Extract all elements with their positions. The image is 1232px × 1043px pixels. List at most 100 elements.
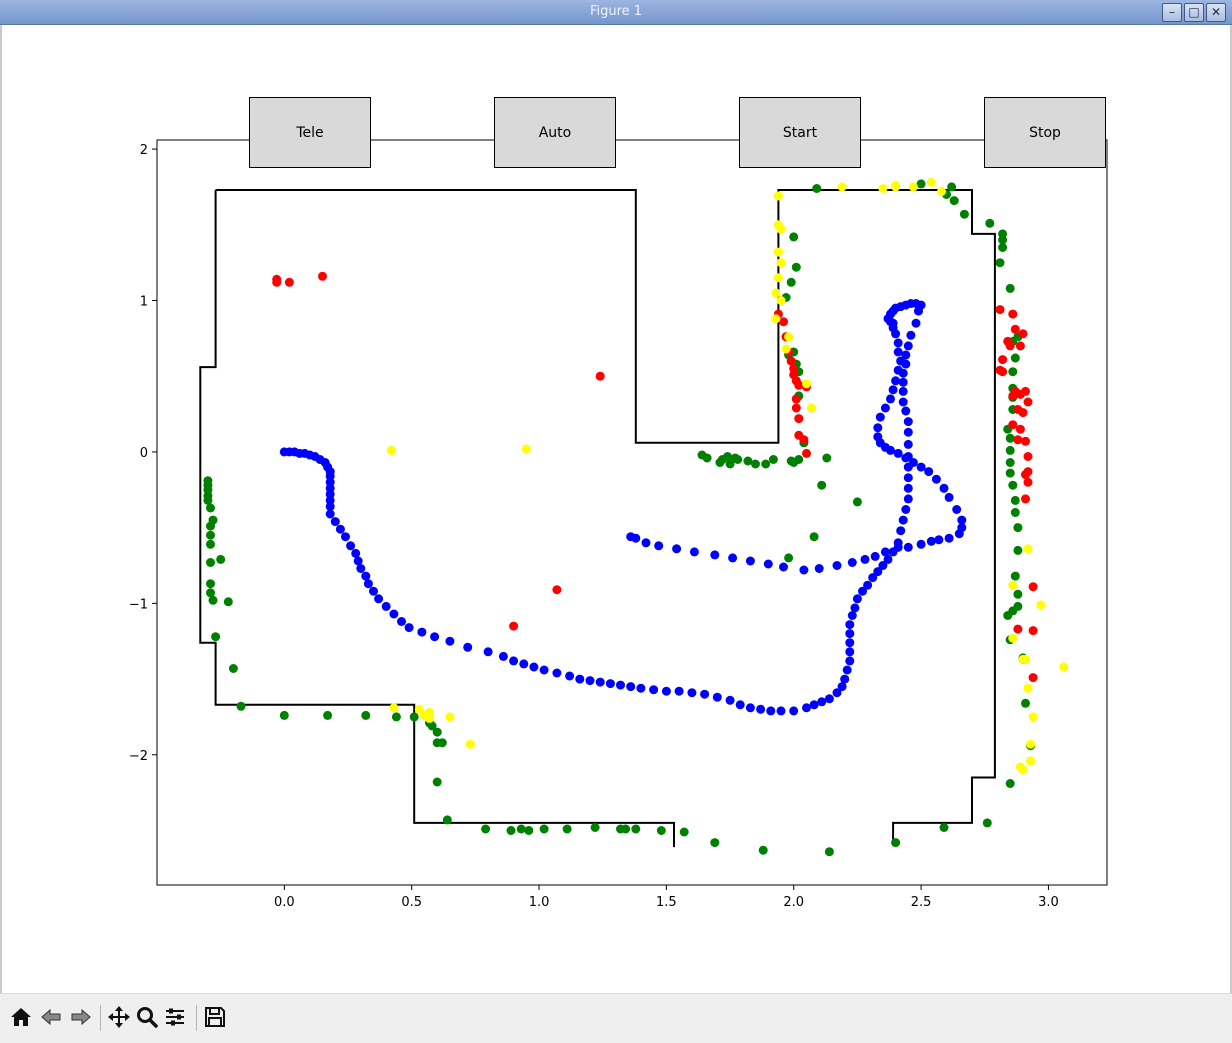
data-point: [743, 456, 753, 466]
data-point: [880, 403, 890, 413]
data-point: [896, 526, 906, 536]
data-point: [509, 621, 519, 631]
zoom-button[interactable]: [133, 1003, 161, 1031]
data-point: [998, 229, 1008, 239]
data-point: [728, 553, 738, 563]
series-green: [203, 179, 1036, 857]
tele-button[interactable]: Tele: [249, 97, 371, 168]
data-point: [211, 632, 221, 642]
data-point: [898, 397, 908, 407]
data-point: [636, 683, 646, 693]
data-point: [847, 611, 857, 620]
data-point: [1005, 779, 1015, 788]
data-point: [689, 547, 699, 557]
auto-button[interactable]: Auto: [494, 97, 616, 168]
save-button[interactable]: [201, 1003, 229, 1031]
data-point: [404, 623, 414, 633]
minimize-button[interactable]: –: [1162, 3, 1182, 22]
data-point: [807, 403, 817, 413]
data-point: [1028, 712, 1038, 722]
data-point: [931, 474, 941, 484]
data-point: [616, 680, 625, 690]
data-point: [768, 455, 778, 464]
data-point: [1010, 495, 1020, 505]
data-point: [998, 355, 1008, 365]
stop-button[interactable]: Stop: [984, 97, 1106, 168]
data-point: [1013, 545, 1023, 555]
data-point: [1028, 673, 1038, 683]
data-point: [982, 818, 992, 828]
home-button[interactable]: [7, 1003, 35, 1031]
zoom-icon: [137, 1007, 158, 1028]
data-point: [432, 727, 442, 737]
data-point: [868, 573, 878, 583]
data-point: [1023, 452, 1033, 461]
data-point: [911, 318, 921, 328]
data-point: [903, 417, 913, 427]
data-point: [809, 532, 819, 542]
data-point: [903, 542, 913, 552]
data-point: [898, 377, 908, 387]
data-point: [1023, 477, 1033, 487]
data-point: [697, 450, 707, 460]
data-point: [521, 444, 531, 454]
data-point: [656, 826, 666, 835]
data-point: [908, 458, 918, 467]
data-point: [361, 571, 371, 581]
data-point: [353, 556, 363, 566]
data-point: [356, 564, 366, 573]
data-point: [1018, 408, 1028, 418]
data-point: [908, 182, 918, 192]
data-point: [758, 845, 768, 855]
y-tick-label: 1: [140, 295, 148, 310]
data-point: [771, 288, 781, 298]
maximize-button[interactable]: □: [1184, 3, 1204, 22]
data-point: [1018, 329, 1028, 339]
data-point: [842, 665, 852, 675]
configure-button[interactable]: [161, 1003, 189, 1031]
data-point: [1008, 391, 1018, 401]
data-point: [318, 271, 327, 281]
data-point: [784, 332, 794, 342]
data-point: [776, 258, 786, 268]
data-point: [206, 558, 215, 567]
data-point: [776, 224, 786, 234]
data-point: [712, 692, 722, 702]
back-button[interactable]: [37, 1003, 65, 1031]
configure-icon: [166, 1008, 184, 1026]
forward-button[interactable]: [67, 1003, 95, 1031]
data-point: [425, 713, 434, 723]
data-point: [814, 564, 824, 573]
data-point: [789, 706, 799, 716]
window-frame-right: [1230, 25, 1232, 1042]
data-point: [786, 356, 796, 366]
data-point: [216, 554, 226, 564]
data-point: [272, 277, 282, 287]
close-button[interactable]: ✕: [1206, 3, 1226, 22]
data-point: [852, 594, 862, 604]
data-point: [791, 403, 801, 413]
data-point: [995, 258, 1005, 268]
save-icon: [205, 1007, 225, 1027]
data-point: [1005, 458, 1015, 467]
data-point: [944, 492, 954, 502]
data-point: [1005, 433, 1015, 443]
data-point: [893, 542, 903, 552]
data-point: [1013, 601, 1023, 611]
data-point: [1010, 508, 1020, 517]
axes-frame: [156, 139, 1108, 886]
data-point: [776, 706, 786, 716]
data-point: [417, 627, 427, 637]
data-point: [437, 738, 447, 748]
data-point: [626, 532, 636, 542]
data-point: [832, 561, 842, 570]
data-point: [773, 273, 783, 283]
data-point: [674, 686, 684, 696]
data-point: [206, 588, 215, 598]
start-button[interactable]: Start: [739, 97, 861, 168]
pan-button[interactable]: [105, 1003, 133, 1031]
y-tick-label: −2: [129, 749, 148, 764]
data-point: [430, 632, 440, 642]
data-point: [206, 521, 215, 531]
data-point: [1021, 494, 1030, 504]
